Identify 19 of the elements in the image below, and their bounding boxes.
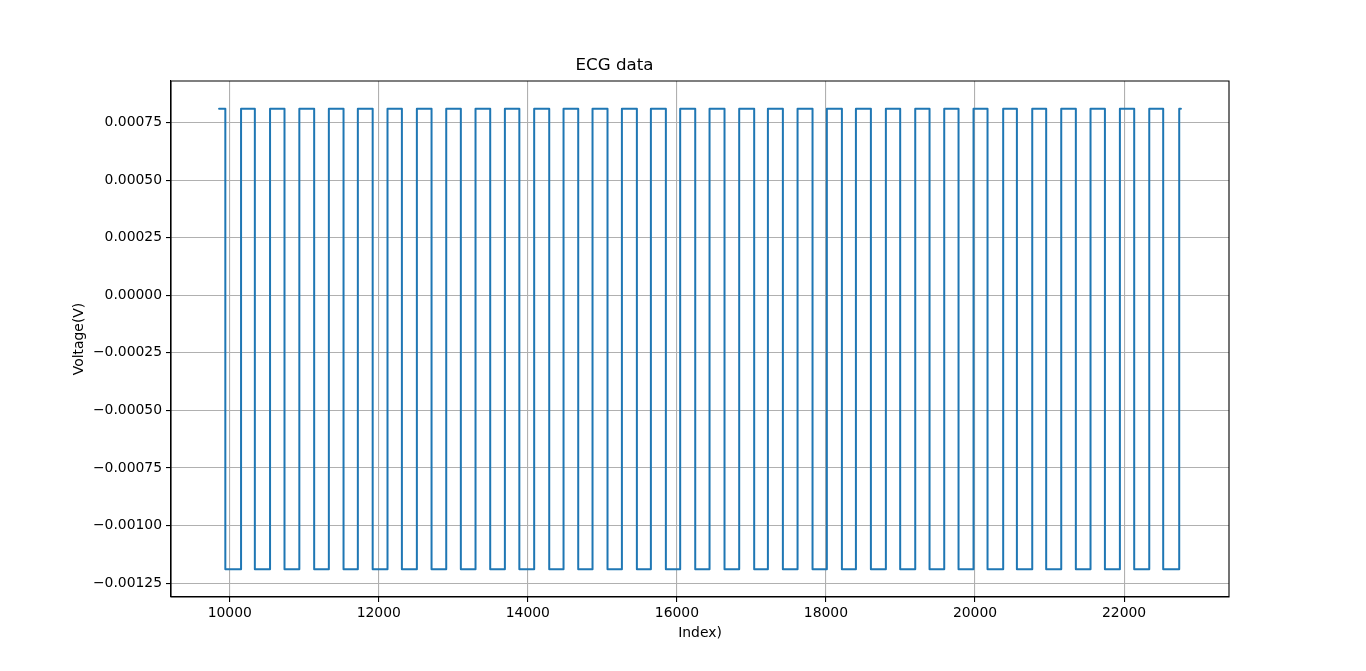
- y-tick-label: 0.00075: [104, 113, 162, 130]
- y-tick-label: −0.00075: [92, 458, 162, 475]
- y-tick-label: −0.00125: [92, 573, 162, 590]
- chart-title: ECG data: [575, 55, 654, 75]
- y-tick-label: −0.00050: [92, 401, 162, 418]
- x-tick-label: 10000: [207, 603, 252, 620]
- y-tick-label: −0.00025: [92, 343, 162, 360]
- y-tick-label: 0.00025: [104, 228, 162, 245]
- x-tick-label: 20000: [952, 603, 998, 620]
- x-axis-title: Index): [678, 623, 722, 640]
- y-tick-label: 0.00050: [104, 170, 162, 187]
- y-tick-label: 0.00000: [104, 285, 162, 302]
- x-tick-label: 14000: [505, 603, 550, 620]
- x-tick-label: 16000: [654, 603, 699, 620]
- y-tick-label: −0.00100: [92, 516, 162, 533]
- x-tick-label: 18000: [803, 603, 849, 620]
- y-axis-title: Voltage(V): [69, 302, 86, 376]
- x-tick-label: 22000: [1101, 603, 1147, 620]
- x-tick-label: 12000: [356, 603, 401, 620]
